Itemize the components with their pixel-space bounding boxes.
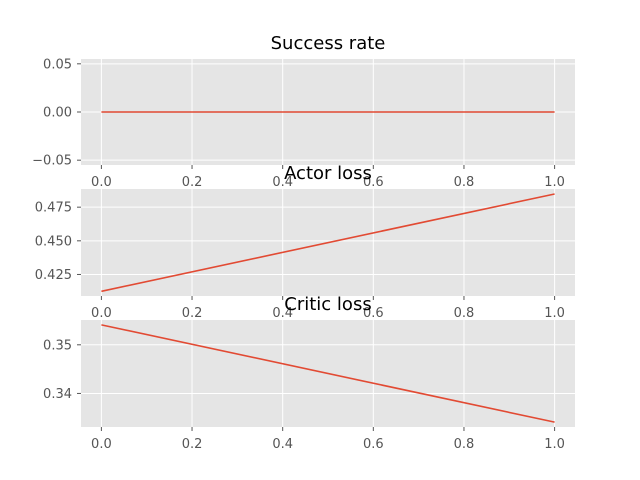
y-tick-label: 0.34 [43, 387, 72, 402]
x-tick-label: 0.4 [272, 306, 293, 321]
x-tick-label: 1.0 [544, 437, 565, 452]
x-tick-label: 0.2 [182, 175, 203, 190]
y-tick-label: 0.00 [43, 106, 72, 121]
subplot-2: 0.0 0.2 0.4 0.6 0.8 1.0 0.425 0.450 0.475 Actor l… [35, 163, 575, 321]
x-tick-label: 0.6 [363, 306, 384, 321]
x-tick-label: 0.8 [454, 306, 475, 321]
x-tick-label: 0.2 [182, 306, 203, 321]
chart-title: Actor loss [284, 163, 372, 184]
subplot-1: 0.0 0.2 0.4 0.6 0.8 1.0 −0.05 0.00 0.05 Success r… [32, 33, 575, 190]
x-tick-label: 0.6 [363, 175, 384, 190]
x-tick-label: 0.4 [272, 437, 293, 452]
y-tick-label: −0.05 [32, 154, 72, 169]
x-tick-label: 0.8 [454, 437, 475, 452]
x-tick-label: 0.0 [91, 306, 112, 321]
x-tick-label: 1.0 [544, 306, 565, 321]
series-line [101, 193, 555, 293]
series-line [101, 324, 555, 423]
y-tick-label: 0.05 [43, 57, 72, 72]
x-tick-label: 0.4 [272, 175, 293, 190]
x-tick-label: 1.0 [544, 175, 565, 190]
chart-title: Critic loss [284, 294, 371, 315]
x-tick-label: 0.2 [182, 437, 203, 452]
chart-title: Success rate [271, 33, 386, 54]
y-tick-label: 0.450 [35, 234, 72, 249]
x-tick-label: 0.8 [454, 175, 475, 190]
y-tick-label: 0.475 [35, 201, 72, 216]
y-tick-label: 0.35 [43, 338, 72, 353]
subplot-3: 0.0 0.2 0.4 0.6 0.8 1.0 0.34 0.35 Critic loss [43, 294, 575, 452]
x-tick-label: 0.6 [363, 437, 384, 452]
y-tick-label: 0.425 [35, 268, 72, 283]
x-tick-label: 0.0 [91, 175, 112, 190]
x-tick-label: 0.0 [91, 437, 112, 452]
